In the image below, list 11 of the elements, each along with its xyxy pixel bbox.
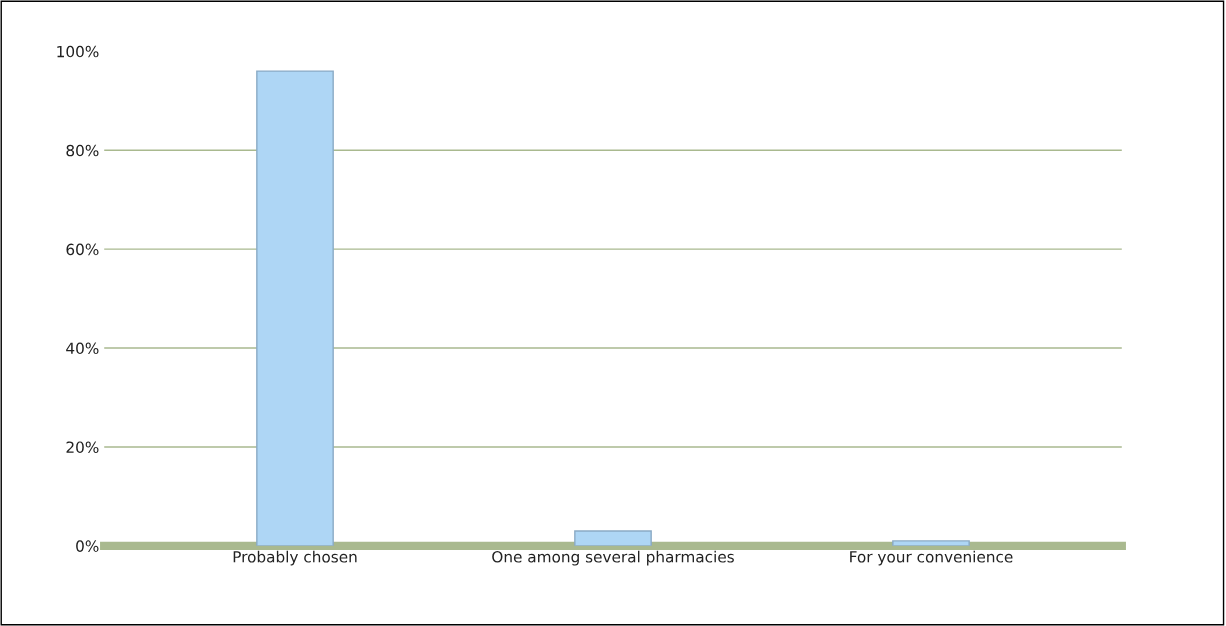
y-tick-label: 60% <box>66 243 99 256</box>
y-tick-label: 20% <box>66 441 99 453</box>
x-tick-label: One among several pharmacies <box>492 550 734 566</box>
y-tick-label: 80% <box>66 144 99 157</box>
x-tick-label: Probably chosen <box>233 550 357 566</box>
bar <box>574 530 652 546</box>
y-tick-label: 100% <box>57 45 99 58</box>
x-tick-label: For your convenience <box>850 550 1013 566</box>
y-tick-label: 0% <box>76 540 99 552</box>
y-tick-label: 40% <box>66 342 99 355</box>
bar <box>256 70 334 546</box>
